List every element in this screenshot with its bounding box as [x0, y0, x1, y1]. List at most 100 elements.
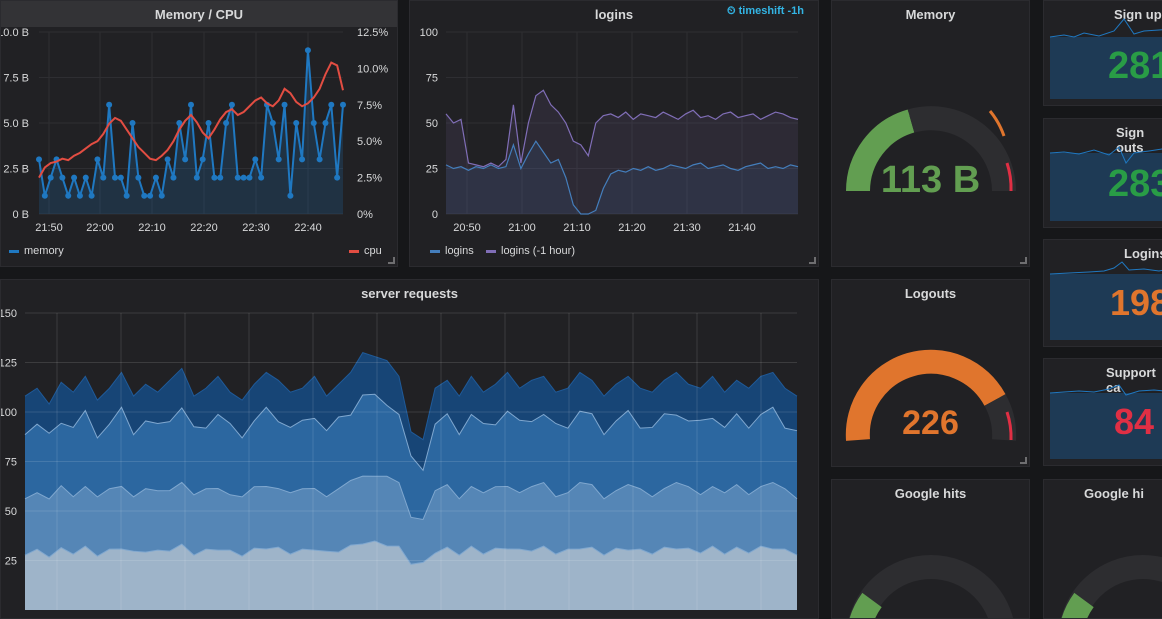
memory-point [76, 192, 83, 199]
signouts-panel[interactable]: Sign outs 283 [1043, 118, 1162, 228]
legend-label: logins (-1 hour) [501, 245, 575, 257]
memory-point [223, 120, 230, 126]
legend-logins[interactable]: logins [430, 245, 474, 257]
memory-point [217, 174, 224, 181]
memory-point [281, 101, 288, 108]
gauge-value: 226 [902, 404, 959, 442]
memory-point [147, 192, 154, 199]
memory-point [287, 192, 294, 199]
y2-tick-label: 5.0% [357, 136, 382, 148]
memory-point [304, 47, 311, 54]
support-calls-panel[interactable]: Support ca 84 [1043, 358, 1162, 466]
memory-point [234, 174, 241, 181]
panel-header-hover[interactable] [1, 1, 397, 27]
panel-title[interactable]: Logins [1124, 246, 1162, 261]
gauge-chart [848, 555, 1014, 618]
memory-point [334, 174, 341, 181]
y-tick-label: 100 [420, 27, 438, 39]
memory-point [182, 156, 189, 163]
stack-line [24, 475, 798, 521]
memory-point [252, 156, 259, 163]
series-line [445, 89, 799, 168]
memory-point [82, 174, 89, 181]
y-tick-label: 50 [5, 506, 17, 518]
memory-point [193, 174, 200, 181]
logins-stat-panel[interactable]: Logins 198 [1043, 239, 1162, 347]
memory-point [59, 174, 66, 181]
resize-handle[interactable] [1020, 457, 1027, 464]
x-tick-label: 22:00 [86, 222, 114, 234]
panel-title[interactable]: Sign outs [1116, 125, 1145, 155]
memory-point [135, 174, 142, 181]
memory-gauge-panel[interactable]: Memory 113 B [831, 0, 1030, 267]
memory-point [164, 156, 171, 163]
memory-cpu-panel[interactable]: Memory / CPU 0 B 2.5 B 5.0 B 7.5 B 10.0 B 0% 2… [0, 0, 398, 267]
memory-point [176, 120, 183, 126]
memory-cpu-chart: 0 B 2.5 B 5.0 B 7.5 B 10.0 B 0% 2.5% 5.0% 7.5% 10… [1, 27, 388, 234]
stack-line [24, 393, 798, 472]
series-line [445, 140, 799, 215]
memory-point [65, 192, 72, 199]
server-requests-panel[interactable]: server requests 25 50 75 100 125 150 [0, 279, 819, 619]
memory-point [322, 120, 329, 126]
sparkline [1049, 261, 1162, 340]
y-tick-label: 7.5 B [3, 73, 29, 85]
panel-title[interactable]: logins [594, 7, 634, 22]
logins-panel[interactable]: logins ⏲ timeshift -1h 0 25 50 75 100 20:50 21… [409, 0, 819, 267]
x-tick-label: 20:50 [453, 222, 481, 234]
memory-point [299, 156, 306, 163]
memory-point [211, 174, 218, 181]
memory-point [100, 174, 107, 181]
panel-title[interactable]: Memory [905, 7, 956, 22]
stack-line [24, 352, 798, 441]
y-tick-label: 2.5 B [3, 164, 29, 176]
resize-handle[interactable] [809, 257, 816, 264]
stat-value: 281 [1108, 45, 1162, 87]
y-tick-label: 25 [426, 164, 438, 176]
x-tick-label: 22:10 [138, 222, 166, 234]
memory-point [240, 174, 247, 181]
y2-tick-label: 12.5% [357, 27, 388, 39]
legend-logins-prev[interactable]: logins (-1 hour) [486, 245, 575, 257]
memory-point [88, 192, 95, 199]
google-hits-panel[interactable]: Google hits [831, 479, 1030, 619]
panel-title[interactable]: Google hits [894, 486, 967, 501]
memory-point [246, 174, 253, 181]
memory-point [36, 156, 42, 163]
memory-point [188, 101, 194, 108]
memory-point [269, 120, 276, 126]
sparkline [1049, 146, 1162, 221]
panel-title[interactable]: server requests [361, 286, 458, 301]
memory-point [141, 192, 148, 199]
memory-point [258, 174, 265, 181]
memory-point [47, 174, 54, 181]
memory-point [112, 174, 118, 181]
panel-title[interactable]: Memory / CPU [154, 7, 244, 22]
logouts-gauge-panel[interactable]: Logouts 226 [831, 279, 1030, 467]
resize-handle[interactable] [1020, 257, 1027, 264]
timeshift-label: timeshift -1h [738, 5, 804, 17]
legend-label: logins [445, 245, 474, 257]
x-tick-label: 21:50 [35, 222, 63, 234]
panel-title[interactable]: Sign ups [1114, 7, 1162, 22]
stack-line [24, 540, 798, 565]
panel-title[interactable]: Google hi [1084, 486, 1144, 501]
memory-point [41, 192, 48, 199]
legend-memory[interactable]: memory [9, 245, 64, 257]
x-tick-label: 21:10 [563, 222, 591, 234]
legend-swatch [349, 249, 359, 253]
y-tick-label: 25 [5, 556, 17, 568]
memory-point [152, 174, 159, 181]
legend-label: memory [24, 245, 64, 257]
memory-point [170, 174, 177, 181]
google-hits-2-panel[interactable]: Google hi [1043, 479, 1162, 619]
x-tick-label: 21:30 [673, 222, 701, 234]
y-tick-label: 150 [1, 308, 17, 320]
y-tick-label: 50 [426, 118, 438, 130]
memory-point [94, 156, 101, 163]
server-requests-chart: 25 50 75 100 125 150 [1, 308, 798, 610]
legend-cpu[interactable]: cpu [349, 245, 382, 257]
panel-title[interactable]: Logouts [904, 286, 957, 301]
signups-panel[interactable]: Sign ups 281 [1043, 0, 1162, 106]
resize-handle[interactable] [388, 257, 395, 264]
